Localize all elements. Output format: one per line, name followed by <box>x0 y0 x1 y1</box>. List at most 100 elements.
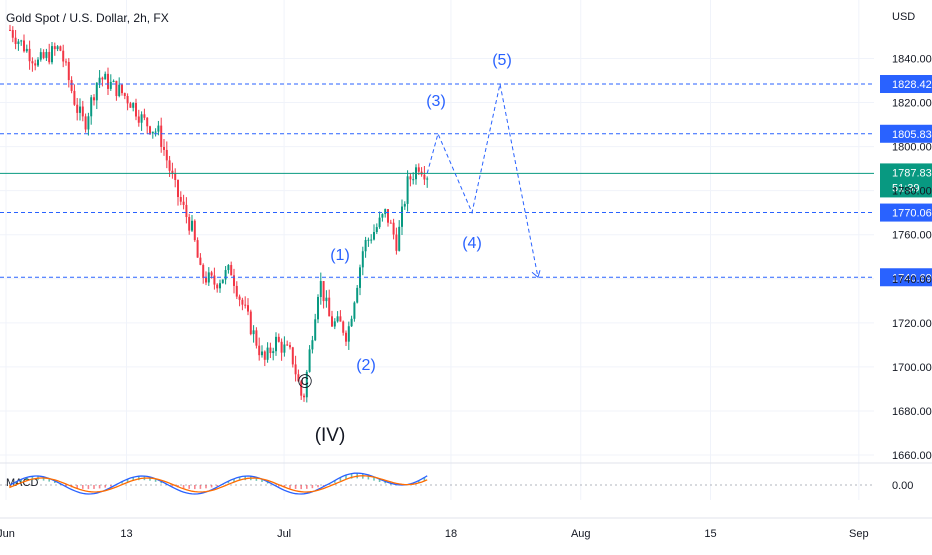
candle-body <box>387 209 389 223</box>
candle-body <box>303 395 305 398</box>
candle-body <box>84 116 87 130</box>
candle-body <box>401 206 403 227</box>
macd-histogram-bar <box>350 473 353 479</box>
candle-body <box>17 41 20 44</box>
macd-zero-label: 0.00 <box>892 480 913 492</box>
candle-body <box>331 316 333 327</box>
macd-histogram-bar <box>110 485 112 487</box>
wave-projection[interactable] <box>426 83 541 279</box>
candle-body <box>294 364 297 375</box>
candle-body <box>280 341 283 353</box>
macd-histogram-bar <box>138 476 140 481</box>
candle-body <box>227 265 230 271</box>
candle-body <box>364 240 367 252</box>
candle-body <box>384 209 387 215</box>
candle-body <box>157 125 160 132</box>
current-price-value: 1787.83 <box>892 167 932 179</box>
macd-histogram-bar <box>300 485 302 490</box>
level-label: 1770.06 <box>892 208 932 220</box>
candle-body <box>140 114 143 123</box>
candle-body <box>98 77 101 83</box>
candle-body <box>221 279 224 284</box>
candle-body <box>389 222 392 224</box>
macd-histogram-bar <box>345 475 347 480</box>
candle-body <box>73 90 76 105</box>
candle-body <box>238 296 241 300</box>
candle-body <box>135 102 137 117</box>
macd-histogram-bar <box>48 478 50 482</box>
candle-body <box>378 217 381 228</box>
candle-body <box>185 204 188 218</box>
macd-histogram-bar <box>121 481 123 484</box>
wave-label-4: (4) <box>462 235 482 252</box>
macd-histogram-bar <box>227 481 230 484</box>
candle-body <box>423 174 426 180</box>
horizontal-levels[interactable]: 1828.42 1805.83 1770.06 1740.69 1787.83 51:39 <box>0 75 932 287</box>
currency-label: USD <box>892 11 915 23</box>
candle-body <box>25 48 28 52</box>
candle-body <box>395 234 398 251</box>
candle-body <box>317 296 319 320</box>
candle-body <box>56 46 59 50</box>
candle-body <box>249 311 252 335</box>
level-badge <box>880 268 932 287</box>
candle-body <box>191 220 193 231</box>
candle-body <box>42 52 45 58</box>
current-price-badge <box>880 163 932 198</box>
candle-body <box>319 281 322 297</box>
level-badge <box>880 75 932 94</box>
candle-body <box>373 232 375 240</box>
macd-histogram-bar <box>26 477 28 481</box>
candle-body <box>174 173 177 180</box>
x-tick-label: Aug <box>571 528 591 540</box>
macd-histogram-bar <box>132 477 134 481</box>
macd-histogram-bar <box>20 479 22 483</box>
y-tick-label: 1660.00 <box>892 450 932 462</box>
candles <box>9 24 429 403</box>
candle-body <box>163 146 165 150</box>
candle-body <box>367 239 370 241</box>
candle-body <box>81 106 84 117</box>
macd-histogram-bar <box>261 479 263 482</box>
candle-body <box>277 336 280 342</box>
macd-histogram-bar <box>82 485 84 489</box>
candle-body <box>65 61 67 63</box>
macd-histogram-bar <box>87 485 90 490</box>
candle-body <box>90 97 93 117</box>
candle-body <box>20 40 23 42</box>
candle-body <box>149 126 151 134</box>
candle-body <box>205 277 207 283</box>
candle-body <box>244 304 247 306</box>
price-axis: 1660.00 1680.00 1700.00 1720.00 1740.00 1760.… <box>892 54 932 463</box>
x-tick-label: Jul <box>277 528 291 540</box>
candle-body <box>241 299 244 305</box>
candle-body <box>339 316 342 322</box>
candle-body <box>252 330 255 335</box>
macd-histogram-bar <box>93 485 95 489</box>
macd-histogram-bar <box>418 480 420 483</box>
candle-body <box>213 275 216 285</box>
candle-body <box>398 226 401 251</box>
wave-label-2: (2) <box>356 357 376 374</box>
candle-body <box>123 93 126 97</box>
macd-histogram-bar <box>188 485 190 489</box>
macd-histogram-bar <box>266 481 269 484</box>
macd-histogram-bar <box>42 476 45 481</box>
candle-body <box>370 239 373 241</box>
y-tick-label: 1820.00 <box>892 98 932 110</box>
candle-body <box>179 197 182 202</box>
candle-body <box>177 179 179 198</box>
candle-body <box>188 217 191 231</box>
candle-body <box>137 116 140 123</box>
level-badge <box>880 203 932 222</box>
candle-body <box>34 63 37 66</box>
macd-histogram-bar <box>171 485 174 487</box>
candle-body <box>11 30 14 38</box>
candle-body <box>199 257 202 265</box>
macd-histogram-bar <box>423 477 426 481</box>
candle-body <box>126 96 129 104</box>
macd-histogram-bar <box>199 485 202 489</box>
macd-histogram-bar <box>182 485 185 489</box>
